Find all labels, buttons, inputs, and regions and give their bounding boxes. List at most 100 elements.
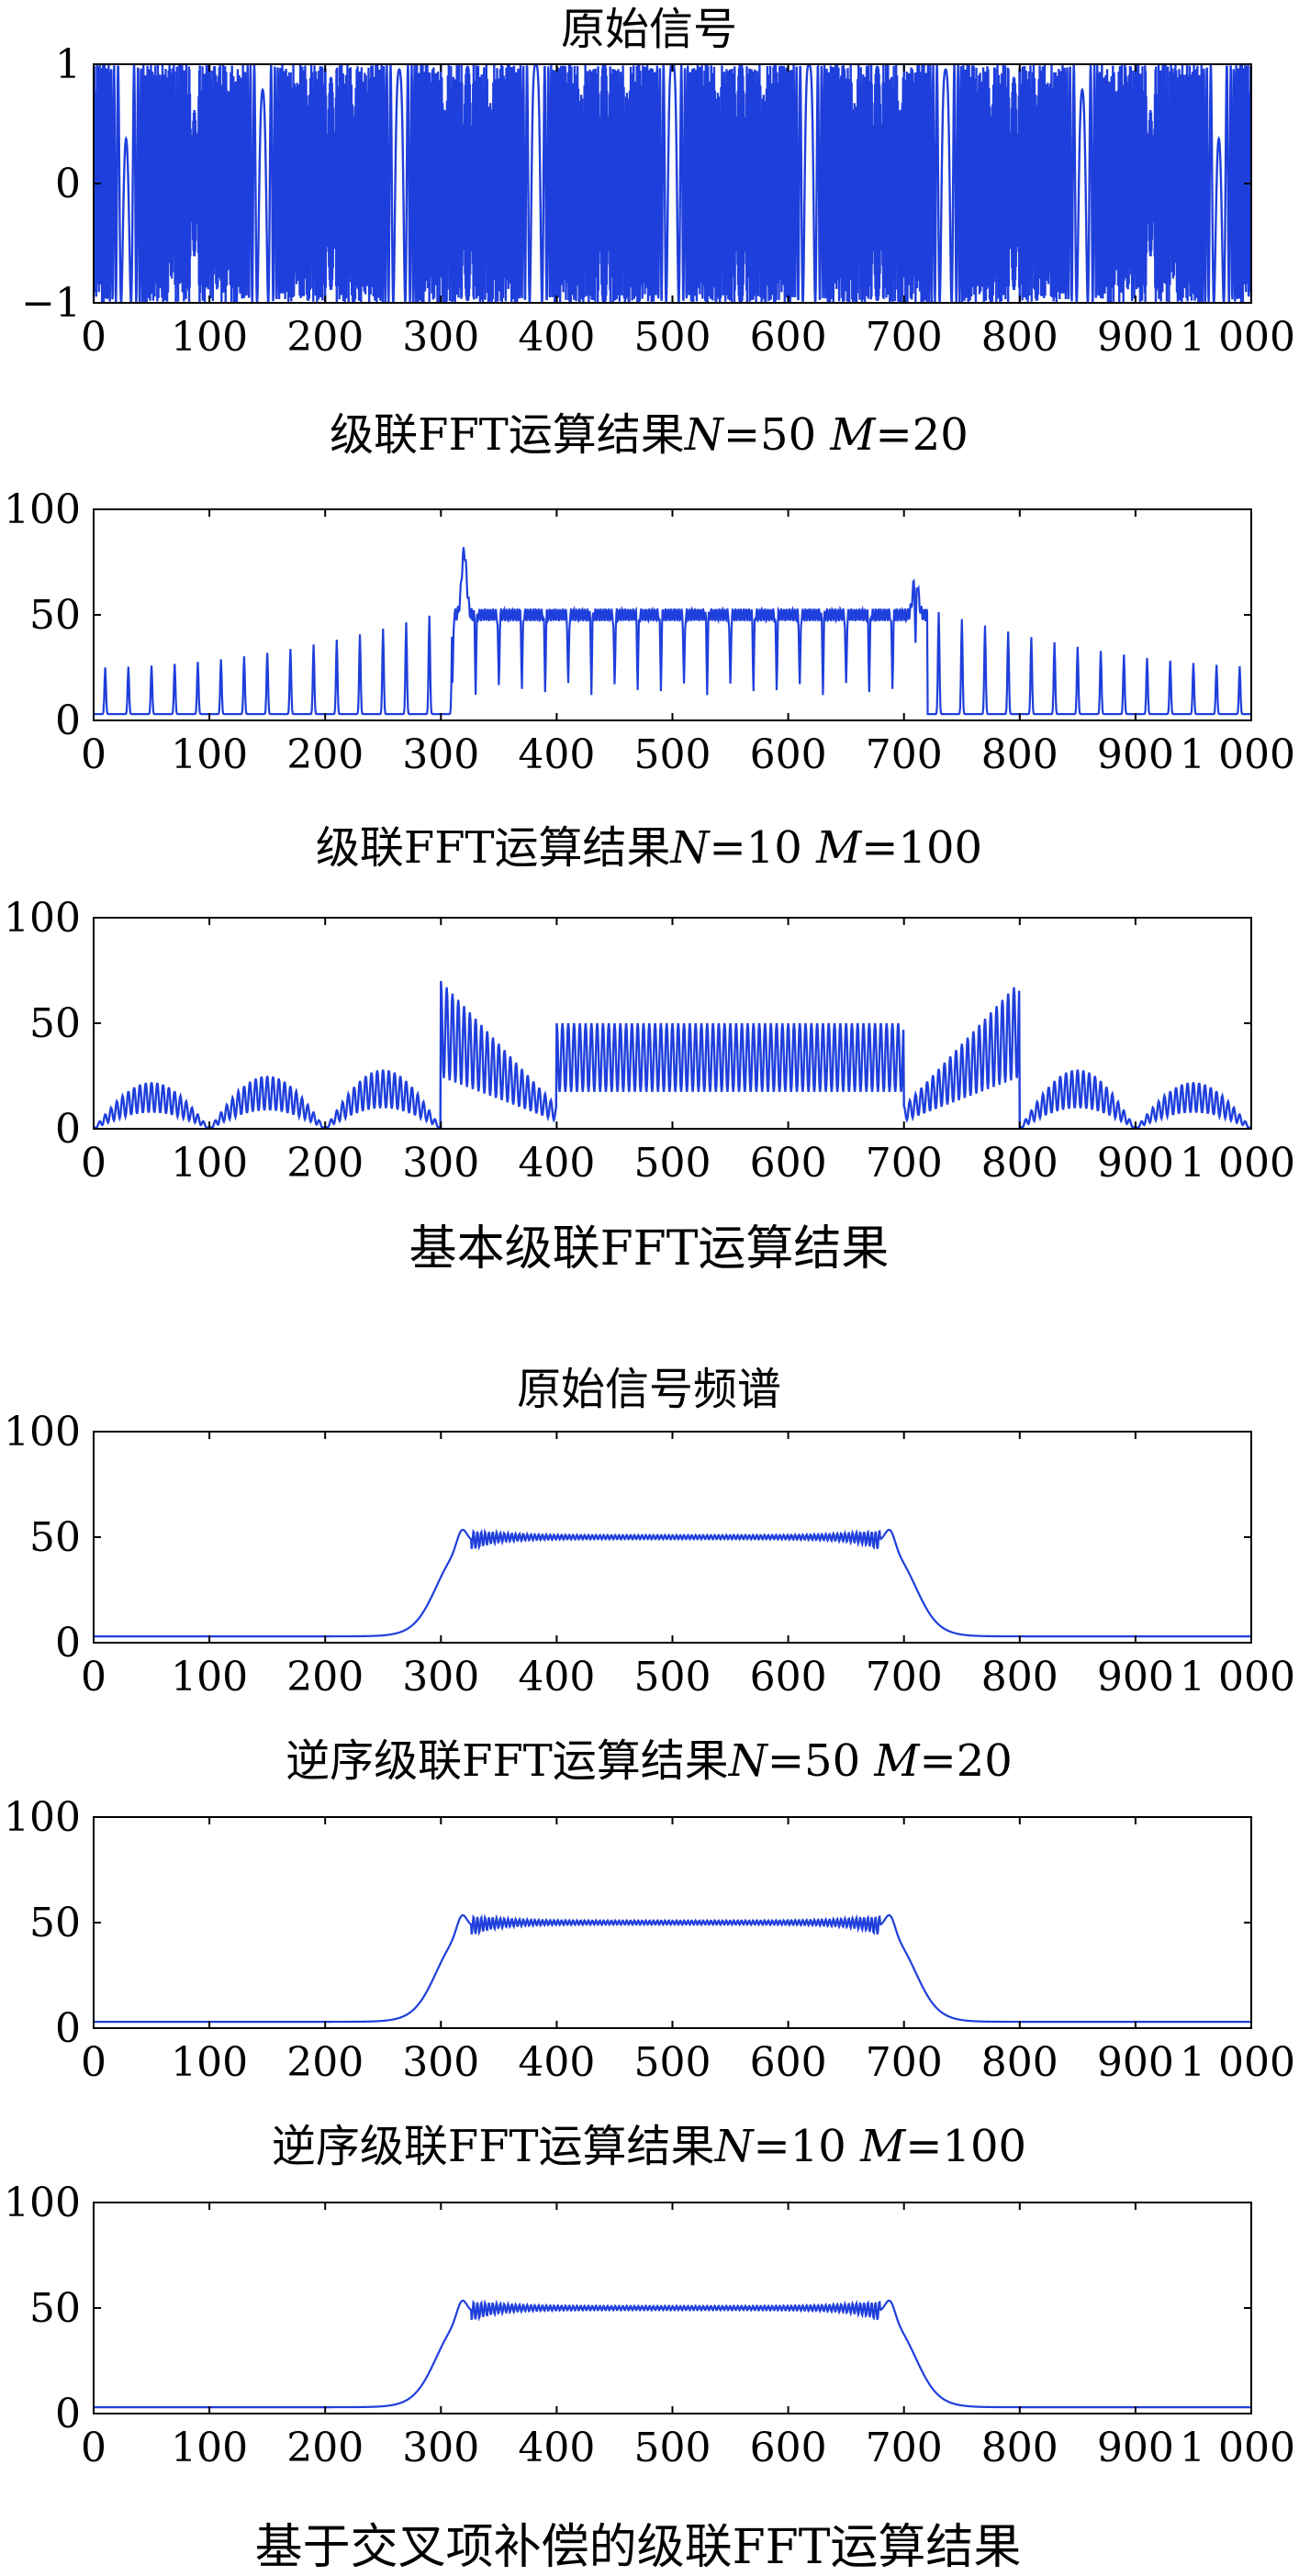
x-tick-label: 0 [81,314,106,361]
x-tick-label: 1 000 [1180,1654,1295,1701]
x-tick-label: 900 [1097,1654,1174,1701]
x-tick-label: 600 [750,2039,827,2086]
x-tick-label: 1 000 [1180,731,1295,778]
y-tick-label: 0 [55,1620,81,1667]
x-tick-label: 700 [866,2039,943,2086]
series-line-0 [94,2299,1251,2409]
x-tick-label: 300 [402,731,479,778]
x-tick-label: 500 [634,314,711,361]
chart-title-text: 逆序级联FFT运算结果 [286,1735,729,1787]
x-tick-label: 900 [1097,731,1174,778]
chart-title: 逆序级联FFT运算结果N=10 M=100 [272,2121,1026,2172]
chart-c2: 级联FFT运算结果N=50 M=200 100 200 300 400 500 600 700… [4,409,1295,778]
chart-title-m-value: =100 [905,2121,1026,2172]
y-tick-label: 1 [55,41,81,88]
chart-title-n-symbol: N [684,409,725,461]
x-tick-label: 800 [981,731,1058,778]
chart-title-text: 原始信号频谱 [517,1364,781,1415]
chart-title: 原始信号 [561,4,737,55]
chart-c5: 逆序级联FFT运算结果N=50 M=200 100 200 300 400 500 600 7… [4,1735,1295,2086]
y-tick-label: 100 [4,1794,81,1841]
chart-title-n-value: =50 [767,1735,875,1787]
x-tick-label: 300 [402,2425,479,2471]
y-tick-label: 0 [55,1106,81,1153]
x-tick-label: 200 [286,1140,364,1187]
x-tick-label: 300 [402,1654,479,1701]
series-line-0 [94,64,1251,303]
x-tick-label: 800 [981,2039,1058,2086]
x-tick-label: 1 000 [1180,314,1295,361]
x-tick-label: 500 [634,1654,711,1701]
x-tick-label: 200 [286,2039,364,2086]
chart-title-m-symbol: M [829,409,877,461]
x-tick-label: 1 000 [1180,2039,1295,2086]
y-tick-label: 50 [29,1514,81,1561]
chart-title: 级联FFT运算结果N=10 M=100 [316,822,982,874]
series-line-0 [94,980,1251,1129]
y-tick-label: 100 [4,2180,81,2226]
x-tick-label: 100 [171,2039,248,2086]
chart-title-m-symbol: M [859,2121,907,2172]
chart-title-n-value: =10 [754,2121,861,2172]
series-line-0 [94,547,1251,716]
x-tick-label: 600 [750,314,827,361]
x-tick-label: 700 [866,314,943,361]
x-tick-label: 500 [634,2425,711,2471]
chart-c6: 逆序级联FFT运算结果N=10 M=100 0 100 200 300 400 500 600… [4,2121,1295,2471]
x-tick-label: 800 [981,314,1058,361]
x-tick-label: 800 [981,1654,1058,1701]
chart-title-n-symbol: N [728,1735,769,1787]
x-tick-label: 1 000 [1180,1140,1295,1187]
chart-title-n-value: =50 [723,409,831,461]
y-tick-label: 50 [29,592,81,639]
x-tick-label: 600 [750,2425,827,2471]
x-tick-label: 100 [171,1654,248,1701]
chart-title-text: 级联FFT运算结果 [316,822,671,874]
chart-title-m-symbol: M [873,1735,921,1787]
x-tick-label: 100 [171,731,248,778]
y-tick-label: 0 [55,2391,81,2437]
y-tick-label: 100 [4,895,81,942]
x-tick-label: 400 [518,731,595,778]
x-tick-label: 400 [518,1140,595,1187]
y-tick-label: 0 [55,697,81,744]
chart-title: 原始信号频谱 [517,1364,781,1415]
x-tick-label: 500 [634,2039,711,2086]
x-tick-label: 300 [402,1140,479,1187]
chart-title-n-symbol: N [670,822,711,874]
y-tick-label: 0 [55,2005,81,2052]
chart-title-text: 级联FFT运算结果 [330,409,685,461]
x-tick-label: 900 [1097,2039,1174,2086]
chart-title-text: 逆序级联FFT运算结果 [272,2121,715,2172]
x-tick-label: 0 [81,2039,106,2086]
y-tick-label: 50 [29,1900,81,1946]
x-tick-label: 300 [402,314,479,361]
x-tick-label: 400 [518,1654,595,1701]
x-tick-label: 800 [981,2425,1058,2471]
x-tick-label: 400 [518,314,595,361]
x-tick-label: 500 [634,1140,711,1187]
x-tick-label: 500 [634,731,711,778]
x-tick-label: 100 [171,2425,248,2471]
x-tick-label: 400 [518,2425,595,2471]
x-tick-label: 400 [518,2039,595,2086]
x-tick-label: 700 [866,731,943,778]
x-tick-label: 200 [286,1654,364,1701]
y-tick-label: 0 [55,161,81,207]
x-tick-label: 600 [750,1654,827,1701]
y-tick-label: 50 [29,1000,81,1047]
x-tick-label: 0 [81,2425,106,2471]
x-tick-label: 800 [981,1140,1058,1187]
x-tick-label: 0 [81,1140,106,1187]
y-tick-label: −1 [21,280,81,327]
x-tick-label: 200 [286,2425,364,2471]
series-line-0 [94,1528,1251,1638]
x-tick-label: 600 [750,731,827,778]
x-tick-label: 200 [286,314,364,361]
chart-title-m-value: =20 [920,1735,1013,1787]
chart-title-m-symbol: M [815,822,863,874]
chart-title-text: 原始信号 [561,4,737,55]
